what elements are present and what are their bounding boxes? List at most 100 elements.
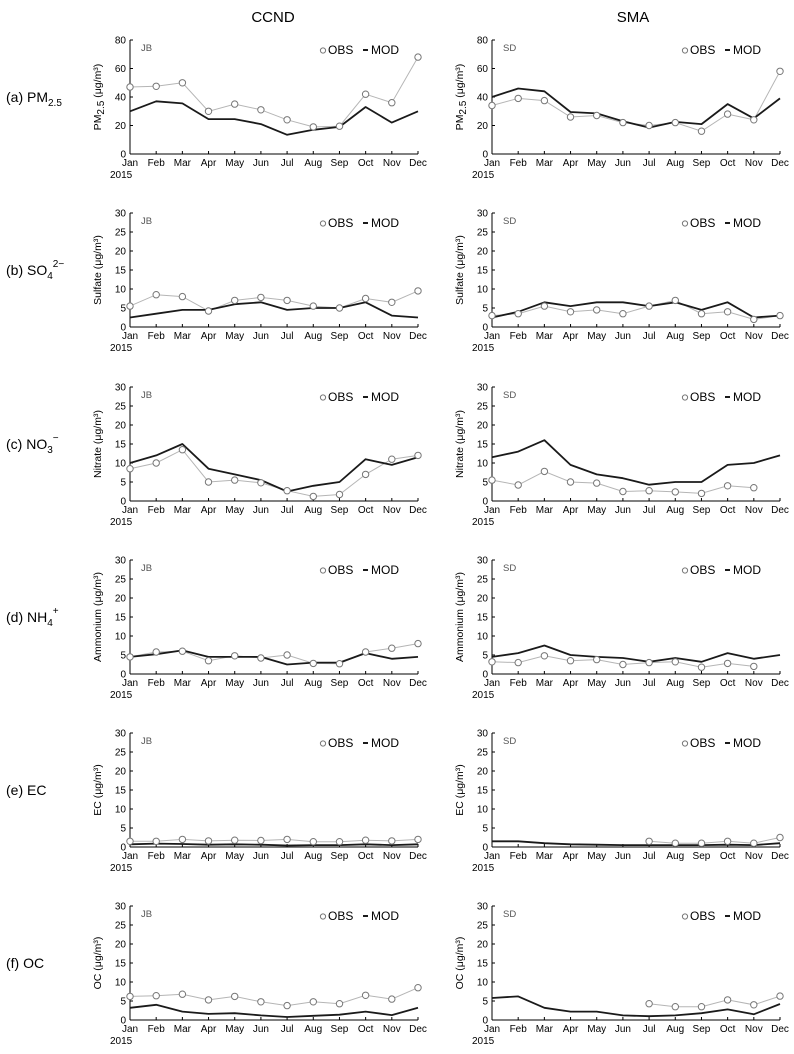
obs-point [697, 127, 706, 135]
y-axis-label: Nitrate (μg/m³) [454, 410, 466, 478]
mod-line [491, 87, 781, 129]
legend-obs-marker [681, 220, 689, 227]
obs-point [126, 653, 134, 661]
y-tick-label: 20 [477, 121, 489, 132]
x-tick-label: Oct [358, 851, 374, 862]
y-tick-label: 10 [115, 632, 127, 643]
y-axis-label: Nitrate (μg/m³) [92, 410, 104, 478]
y-tick-label: 10 [477, 459, 489, 470]
panel-jb-2: 0 5 10 15 20 25 30 Jan Feb Mar Apr May Jun Jul Aug Sep O… [92, 209, 427, 355]
x-tick-label: Nov [745, 505, 763, 516]
obs-point [540, 302, 549, 310]
x-tick-label: Mar [174, 505, 192, 516]
x-tick-label: Aug [666, 331, 684, 342]
y-tick-label: 25 [115, 575, 127, 586]
x-tick-label: Feb [148, 678, 166, 689]
legend-mod-label: MOD [371, 390, 399, 404]
y-tick-label: 5 [482, 478, 488, 489]
y-tick-label: 15 [115, 440, 127, 451]
legend-obs-marker [681, 740, 689, 747]
obs-point [593, 479, 601, 487]
obs-point [619, 310, 627, 318]
obs-point [361, 648, 370, 656]
y-tick-label: 0 [120, 150, 126, 161]
obs-point [204, 107, 213, 116]
panel-sd-11: 0 5 10 15 20 25 30 Jan Feb Mar Apr May Jun Jul Aug Sep O… [454, 902, 789, 1048]
obs-point [566, 308, 575, 316]
y-tick-label: 15 [115, 613, 127, 624]
x-tick-label: Feb [510, 331, 528, 342]
obs-point [697, 489, 706, 498]
y-tick-label: 20 [115, 421, 127, 432]
obs-point [645, 121, 653, 130]
y-tick-label: 5 [120, 651, 126, 662]
x-tick-label: Feb [510, 1024, 528, 1035]
x-tick-label: Apr [563, 158, 579, 169]
x-tick-label: Oct [358, 1024, 374, 1035]
x-tick-label: Jan [484, 331, 500, 342]
x-tick-label: Dec [771, 851, 789, 862]
obs-point [257, 106, 265, 114]
x-tick-label: Jan [484, 505, 500, 516]
y-tick-label: 25 [477, 402, 489, 413]
obs-point [671, 839, 679, 847]
x-tick-label: Feb [148, 505, 166, 516]
row-label-subscript: 4 [47, 618, 53, 629]
y-tick-label: 25 [115, 921, 127, 932]
panel-jb-0: 0 20 40 60 80 Jan Feb Mar Apr May Jun Jul Aug Sep Oct N… [92, 36, 427, 182]
x-tick-label: Jun [253, 851, 269, 862]
obs-point [723, 482, 732, 490]
obs-point [750, 484, 758, 492]
row-label: (b) SO42− [6, 259, 64, 282]
obs-point [750, 662, 758, 671]
column-title-sma: SMA [617, 9, 650, 26]
obs-point [152, 648, 160, 656]
legend-obs-marker [681, 394, 689, 401]
y-tick-label: 30 [115, 729, 127, 740]
obs-point [388, 995, 396, 1003]
y-tick-label: 0 [482, 150, 488, 161]
y-tick-label: 80 [477, 36, 489, 47]
x-tick-label: May [225, 505, 244, 516]
site-tag: JB [141, 216, 152, 227]
y-tick-label: 30 [115, 902, 127, 913]
obs-point [514, 94, 522, 103]
x-tick-label: Oct [720, 505, 736, 516]
y-tick-label: 5 [482, 997, 488, 1008]
x-tick-label: Feb [510, 851, 528, 862]
obs-point [697, 310, 706, 318]
obs-point [309, 123, 317, 131]
x-tick-label: Dec [409, 331, 427, 342]
panel-sd-5: 0 5 10 15 20 25 30 Jan Feb Mar Apr May Jun Jul Aug Sep O… [454, 383, 789, 529]
x-tick-label: Dec [771, 158, 789, 169]
y-tick-label: 25 [115, 402, 127, 413]
x-tick-label: Jan [122, 1024, 138, 1035]
obs-point [750, 315, 758, 324]
y-tick-label: 5 [482, 651, 488, 662]
obs-point [257, 998, 265, 1006]
y-tick-label: 10 [115, 978, 127, 989]
x-tick-label: Jul [281, 678, 294, 689]
obs-point [619, 660, 627, 669]
year-label: 2015 [472, 170, 495, 181]
x-tick-label: Jul [643, 1024, 656, 1035]
y-axis-label: Sulfate (μg/m³) [454, 235, 466, 305]
x-tick-label: Nov [383, 678, 401, 689]
obs-line [649, 995, 781, 1008]
x-tick-label: Sep [693, 505, 711, 516]
mod-line [491, 995, 781, 1018]
obs-point [231, 296, 239, 305]
obs-point [309, 838, 317, 846]
obs-point [388, 644, 396, 652]
x-tick-label: Jun [615, 678, 631, 689]
y-axis-label: Ammonium (μg/m³) [92, 572, 104, 662]
legend-obs-marker [319, 740, 327, 747]
y-tick-label: 30 [477, 556, 489, 567]
x-tick-label: May [225, 331, 244, 342]
y-tick-label: 5 [482, 824, 488, 835]
obs-point [388, 298, 396, 306]
x-tick-label: Oct [358, 678, 374, 689]
legend-mod-label: MOD [733, 909, 761, 923]
obs-point [283, 296, 291, 305]
